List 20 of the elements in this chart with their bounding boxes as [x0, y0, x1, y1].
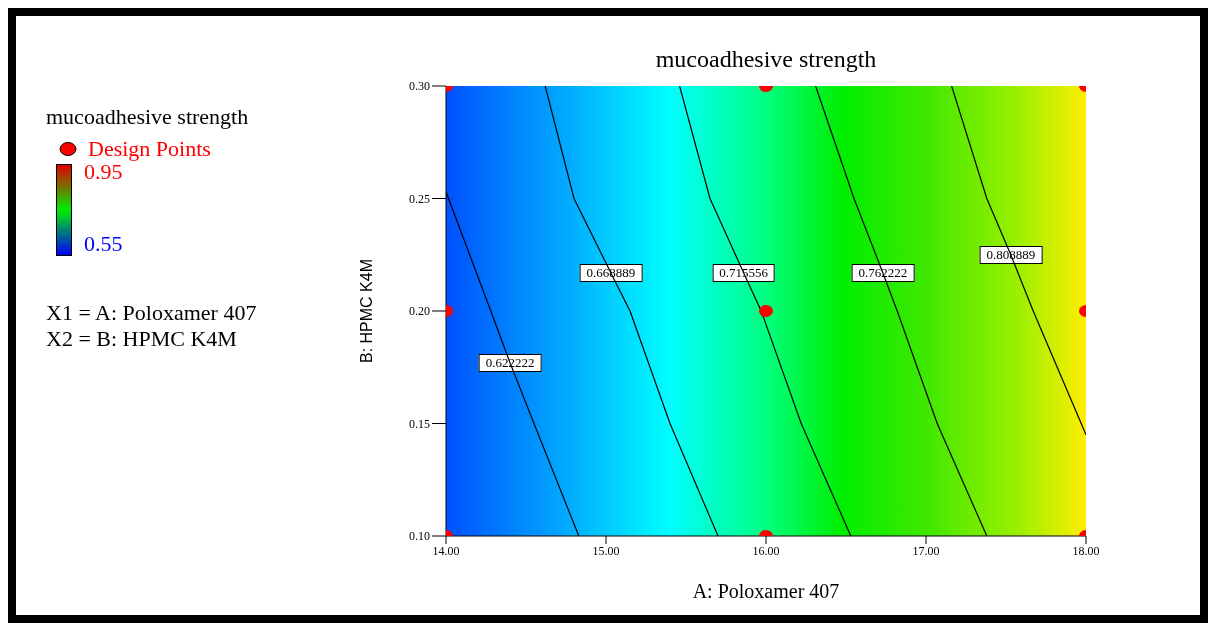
text: X1 = A: Poloxamer 407 — [46, 300, 257, 325]
y-axis-title: B: HPMC K4M — [357, 258, 375, 364]
x-tick-label: 18.00 — [1072, 543, 1100, 558]
y-tick-label: 0.30 — [409, 79, 430, 94]
x-axis-title: A: Poloxamer 407 — [692, 580, 840, 602]
x-tick-label: 15.00 — [592, 543, 620, 558]
legend-label: Design Points — [88, 136, 211, 162]
y-tick-label: 0.25 — [409, 191, 430, 206]
color-bar-title: mucoadhesive strength — [46, 104, 250, 130]
x-tick-label: 17.00 — [912, 543, 940, 558]
x-tick-label: 14.00 — [432, 543, 460, 558]
color-bar-label: 0.95 — [84, 159, 123, 184]
text: X2 = B: HPMC K4M — [46, 326, 237, 351]
color-bar-label: 0.55 — [84, 231, 123, 256]
x-tick-label: 16.00 — [752, 543, 780, 558]
y-tick-label: 0.15 — [409, 416, 430, 431]
line-series — [951, 86, 1086, 436]
y-tick-label: 0.10 — [409, 529, 430, 544]
chart-title: mucoadhesive strength — [654, 46, 878, 73]
y-tick-label: 0.20 — [409, 304, 430, 319]
